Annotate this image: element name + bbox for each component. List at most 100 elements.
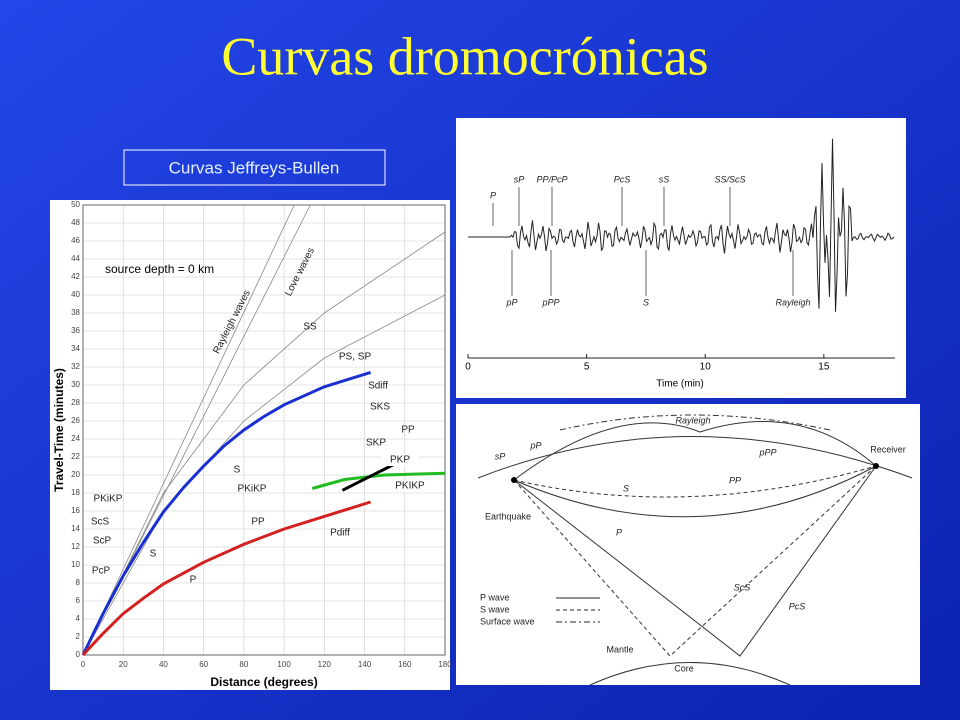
series-line	[82, 204, 295, 656]
y-tick-label: 18	[71, 488, 80, 497]
curve-label: S	[150, 549, 157, 560]
curve-label: ScS	[91, 517, 110, 528]
phase-label: Rayleigh	[775, 297, 810, 307]
y-tick-label: 40	[71, 290, 80, 299]
y-tick-label: 8	[76, 578, 81, 587]
curve-label: PKIKP	[395, 481, 425, 492]
series-line	[82, 294, 446, 656]
diagram-label: pP	[529, 440, 541, 450]
earthquake-point	[511, 477, 517, 483]
phase-label: PcS	[614, 174, 631, 184]
y-tick-label: 38	[71, 308, 80, 317]
label-text: Curvas Jeffreys-Bullen	[169, 158, 340, 177]
series-line	[81, 370, 372, 656]
x-tick-label: 15	[818, 362, 830, 373]
curve-label: PcP	[92, 566, 111, 577]
curve-label: S	[234, 465, 241, 476]
ray-diagram: Rayleigh pP sP Receiver pPP PP S P Earthquake ScS…	[477, 414, 913, 686]
core-boundary	[589, 662, 791, 686]
curve-label: PS, SP	[339, 352, 372, 363]
x-tick-label: 0	[465, 362, 471, 373]
y-tick-label: 16	[71, 506, 80, 515]
seismogram-panel	[456, 118, 906, 398]
x-tick-label: 10	[700, 362, 712, 373]
y-tick-label: 22	[71, 452, 80, 461]
s-ray	[513, 465, 877, 498]
receiver-point	[873, 463, 879, 469]
diagram-label: S	[623, 483, 629, 493]
legend-label: Surface wave	[480, 616, 535, 626]
phase-label: PP/PcP	[536, 174, 567, 184]
series-line	[81, 500, 372, 657]
x-tick-label: 0	[81, 660, 86, 669]
diagram-label: PcS	[789, 601, 806, 611]
y-tick-label: 20	[71, 470, 80, 479]
x-tick-label: 120	[318, 660, 332, 669]
pp-ray	[513, 421, 877, 481]
y-tick-label: 6	[76, 596, 81, 605]
label-bg	[382, 454, 418, 466]
seismogram: 0 5 10 15 Time (min) PsP PP/PcP PcS sS SS/ScS pP pP…	[465, 138, 895, 390]
phase-label: S	[643, 297, 649, 307]
diagram-panel	[456, 404, 920, 685]
phase-label: SS/ScS	[714, 174, 745, 184]
curve-label: PKiKP	[94, 494, 123, 505]
label-box	[123, 149, 386, 186]
x-tick-label: 5	[584, 362, 590, 373]
y-axis-label: Travel-Time (minutes)	[52, 368, 66, 492]
slide-title: Curvas dromocrónicas	[221, 26, 708, 86]
y-tick-label: 4	[76, 614, 81, 623]
pcs-ray	[513, 465, 877, 657]
y-tick-label: 26	[71, 416, 80, 425]
phase-label: pP	[505, 297, 517, 307]
curve-label: Sdiff	[368, 381, 388, 392]
x-axis-label: Distance (degrees)	[210, 675, 317, 689]
curve-label: PKiKP	[238, 484, 267, 495]
x-tick-label: 20	[119, 660, 128, 669]
legend-label: S wave	[480, 604, 510, 614]
series-line	[82, 231, 446, 656]
y-tick-label: 14	[71, 524, 80, 533]
x-tick-label: 80	[239, 660, 248, 669]
curve-label: SKS	[370, 402, 390, 413]
surface-wave-path	[559, 414, 831, 431]
curve-label: P	[190, 575, 197, 586]
y-tick-label: 30	[71, 380, 80, 389]
diagram-label: P	[616, 527, 622, 537]
x-tick-label: 140	[358, 660, 372, 669]
curve-label: PKP	[390, 455, 410, 466]
label-bg	[392, 480, 428, 492]
x-tick-label: 100	[277, 660, 291, 669]
diagram-label: Rayleigh	[675, 415, 710, 425]
x-tick-label: 60	[199, 660, 208, 669]
plot-frame	[82, 204, 446, 656]
diagram-label: pPP	[758, 447, 776, 457]
phase-label: pPP	[541, 297, 559, 307]
y-tick-label: 32	[71, 362, 80, 371]
diagram-label: Mantle	[606, 644, 633, 654]
series-line	[311, 471, 446, 490]
phase-label: sS	[659, 174, 670, 184]
y-tick-label: 12	[71, 542, 80, 551]
y-tick-label: 48	[71, 218, 80, 227]
diagram-label: Earthquake	[485, 511, 531, 521]
y-tick-label: 46	[71, 236, 80, 245]
x-tick-label: 40	[159, 660, 168, 669]
y-tick-label: 28	[71, 398, 80, 407]
y-tick-label: 10	[71, 560, 80, 569]
earth-surface	[477, 436, 913, 479]
scs-ray	[513, 465, 877, 657]
diagram-label: PP	[729, 475, 741, 485]
x-axis-label: Time (min)	[656, 379, 703, 390]
curve-label: PP	[401, 425, 415, 436]
curve-label: SS	[303, 322, 317, 333]
diagram-label: Core	[674, 663, 694, 673]
chart-panel	[50, 200, 450, 690]
annotation: source depth = 0 km	[105, 262, 214, 276]
diagram-label: Receiver	[870, 444, 906, 454]
y-tick-label: 36	[71, 326, 80, 335]
y-tick-label: 34	[71, 344, 80, 353]
x-tick-label: 180	[438, 660, 452, 669]
waveform	[468, 138, 895, 312]
